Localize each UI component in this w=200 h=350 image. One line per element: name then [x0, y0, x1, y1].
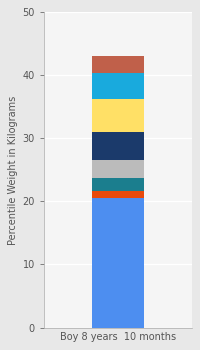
Bar: [92, 73, 144, 99]
Bar: [92, 198, 144, 328]
Bar: [92, 178, 144, 191]
Bar: [92, 160, 144, 178]
Y-axis label: Percentile Weight in Kilograms: Percentile Weight in Kilograms: [8, 95, 18, 245]
Bar: [92, 56, 144, 73]
Bar: [92, 191, 144, 198]
Bar: [92, 99, 144, 132]
Bar: [92, 132, 144, 160]
